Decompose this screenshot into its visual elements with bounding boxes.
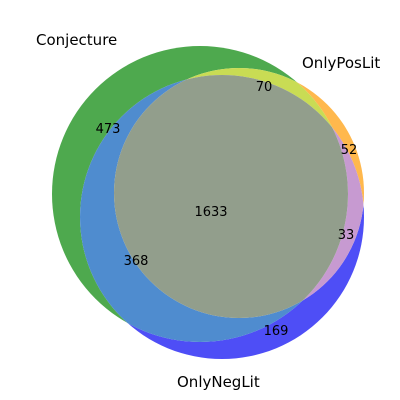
set-label-onlyposlit: OnlyPosLit (302, 54, 380, 72)
set-label-onlyneglit: OnlyNegLit (177, 373, 260, 391)
region-value-all-three: 1633 (194, 205, 227, 220)
venn-regions (52, 46, 364, 359)
region-value-onlyposlit-onlyneglit: 33 (338, 228, 355, 243)
region-value-onlyneglit-only: 169 (264, 324, 289, 339)
region-value-conjecture-onlyposlit: 70 (256, 80, 273, 95)
region-value-conjecture-onlyneglit: 368 (124, 254, 149, 269)
region-value-conjecture-only: 473 (96, 122, 121, 137)
region-value-onlyposlit-only: 52 (341, 143, 358, 158)
set-label-conjecture: Conjecture (36, 31, 117, 49)
